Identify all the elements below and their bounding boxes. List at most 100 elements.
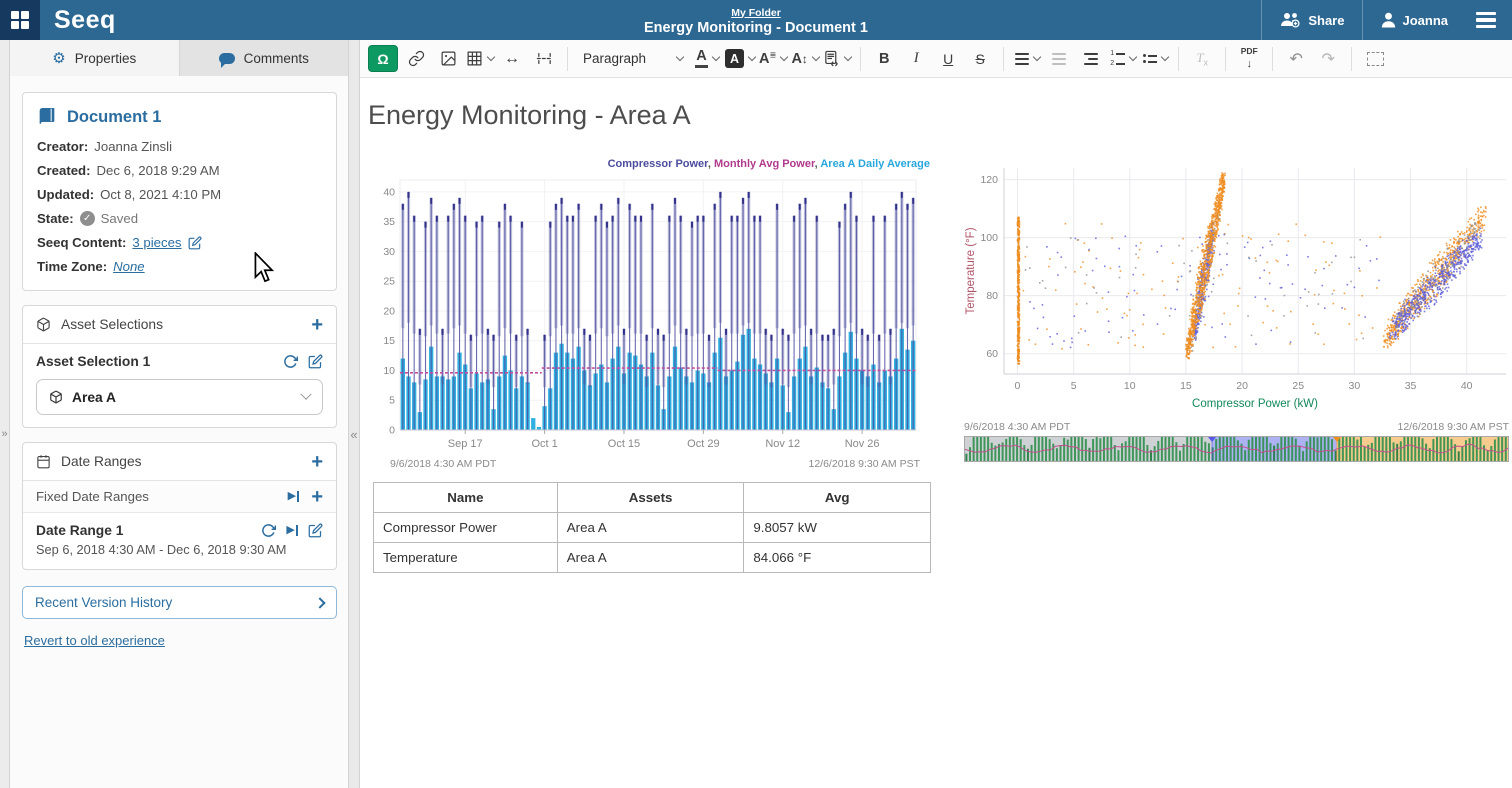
numbered-list-button[interactable]: 12 — [1109, 45, 1137, 73]
font-size-button[interactable]: A↕ — [791, 45, 819, 73]
revert-link[interactable]: Revert to old experience — [24, 633, 165, 648]
asset-selections-card: Asset Selections + Asset Selection 1 Are… — [22, 305, 337, 428]
range-end-timestamp: 12/6/2018 9:30 AM PST — [809, 458, 921, 470]
insert-link-button[interactable] — [402, 45, 430, 73]
chevron-down-icon — [676, 53, 684, 61]
table-cell: Area A — [557, 513, 744, 543]
svg-text:Oct 1: Oct 1 — [531, 438, 557, 450]
undo-button[interactable]: ↶ — [1282, 45, 1310, 73]
asset-selections-header: Asset Selections — [61, 317, 163, 332]
col-avg: Avg — [744, 483, 931, 513]
toolbar-divider — [1272, 47, 1273, 71]
bold-button[interactable]: B — [870, 45, 898, 73]
font-color-icon: A — [695, 49, 708, 68]
toolbar-divider — [567, 47, 568, 71]
scatter-chart[interactable]: 60801001200510152025303540Compressor Pow… — [964, 162, 1512, 462]
step-to-end-icon[interactable]: ▶ — [286, 525, 298, 536]
edit-icon[interactable] — [188, 236, 202, 250]
trend-chart[interactable]: Compressor PowerMonthly Avg PowerArea A … — [374, 158, 934, 470]
edit-icon[interactable] — [308, 523, 323, 538]
chevron-down-icon — [844, 53, 852, 61]
legend-compressor-power: Compressor Power — [608, 158, 714, 170]
trend-chart-legend: Compressor PowerMonthly Avg PowerArea A … — [374, 158, 934, 174]
asset-selection-title: Asset Selection 1 — [36, 354, 150, 369]
insert-seeq-content-button[interactable]: Ω — [368, 45, 398, 72]
summary-table[interactable]: Name Assets Avg Compressor PowerArea A9.… — [373, 482, 931, 573]
italic-glyph: I — [914, 50, 919, 67]
seeq-logo[interactable]: Seeq — [54, 6, 116, 35]
chevron-down-icon — [1032, 53, 1040, 61]
app-switcher-button[interactable] — [0, 0, 40, 40]
undo-icon: ↶ — [1289, 49, 1302, 69]
indent-button[interactable] — [1077, 45, 1105, 73]
asset-selection-dropdown[interactable]: Area A — [36, 379, 323, 415]
background-color-button[interactable]: A — [725, 45, 755, 73]
outdent-button[interactable] — [1045, 45, 1073, 73]
add-date-range-button[interactable]: + — [311, 455, 323, 469]
timezone-field: Time Zone: None — [37, 259, 322, 274]
strikethrough-button[interactable]: S — [966, 45, 994, 73]
italic-button[interactable]: I — [902, 45, 930, 73]
bullet-list-button[interactable] — [1141, 45, 1169, 73]
link-icon — [408, 50, 425, 67]
tab-properties[interactable]: ⚙ Properties — [10, 40, 179, 76]
add-asset-selection-button[interactable]: + — [311, 318, 323, 332]
chevron-down-icon — [812, 53, 820, 61]
insert-image-button[interactable] — [434, 45, 462, 73]
grid-icon — [11, 11, 29, 29]
add-fixed-range-button[interactable]: + — [311, 490, 323, 504]
page-break-button[interactable] — [530, 45, 558, 73]
svg-text:10: 10 — [1124, 380, 1136, 392]
pdf-export-button[interactable]: PDF ↓ — [1235, 45, 1263, 73]
user-icon — [1381, 12, 1396, 28]
svg-text:Sep 17: Sep 17 — [448, 438, 483, 450]
tab-properties-label: Properties — [75, 51, 137, 66]
text-align-button[interactable] — [1013, 45, 1041, 73]
updated-field: Updated:Oct 8, 2021 4:10 PM — [37, 187, 322, 202]
content-pieces-link[interactable]: 3 pieces — [132, 235, 181, 250]
properties-sidebar: ⚙ Properties Comments Document 1 Creator… — [10, 40, 348, 788]
font-family-button[interactable]: A≣ — [759, 45, 787, 73]
strikethrough-glyph: S — [976, 51, 985, 67]
fixed-date-ranges-row: Fixed Date Ranges ▶ + — [23, 481, 336, 513]
svg-text:25: 25 — [383, 276, 395, 288]
legend-daily-average: Area A Daily Average — [820, 158, 930, 170]
paragraph-style-select[interactable]: Paragraph — [577, 45, 689, 73]
toolbar-divider — [860, 47, 861, 71]
edit-icon[interactable] — [308, 354, 323, 369]
svg-text:40: 40 — [1461, 380, 1473, 392]
toolbar-divider — [1003, 47, 1004, 71]
font-color-button[interactable]: A — [693, 45, 721, 73]
content-properties-button[interactable] — [823, 45, 851, 73]
clear-formatting-icon: Tx — [1196, 50, 1208, 68]
insert-table-button[interactable] — [466, 45, 494, 73]
clear-formatting-button[interactable]: Tx — [1188, 45, 1216, 73]
redo-button[interactable]: ↷ — [1314, 45, 1342, 73]
timezone-link[interactable]: None — [113, 259, 145, 274]
numbered-list-icon: 12 — [1110, 50, 1125, 67]
svg-text:120: 120 — [980, 174, 998, 186]
refresh-icon[interactable] — [283, 354, 298, 369]
document-page[interactable]: Energy Monitoring - Area A Compressor Po… — [360, 78, 1512, 788]
underline-button[interactable]: U — [934, 45, 962, 73]
font-family-icon: A≣ — [759, 50, 776, 67]
step-to-end-icon[interactable]: ▶ — [288, 491, 300, 502]
my-folder-link[interactable]: My Folder — [731, 7, 781, 19]
timeline-strip[interactable] — [964, 436, 1509, 462]
background-color-icon: A — [725, 49, 744, 68]
user-menu[interactable]: Joanna — [1363, 0, 1466, 40]
hamburger-menu-button[interactable] — [1466, 12, 1512, 28]
table-icon — [466, 50, 483, 67]
full-width-button[interactable]: ↔ — [498, 45, 526, 73]
refresh-icon[interactable] — [261, 523, 276, 538]
align-left-icon — [1015, 53, 1029, 65]
tab-comments[interactable]: Comments — [179, 40, 349, 76]
svg-text:15: 15 — [1180, 380, 1192, 392]
share-button[interactable]: Share — [1262, 0, 1362, 40]
date-range-item: Date Range 1 ▶ Sep 6, 2018 4:30 AM - Dec… — [23, 513, 336, 569]
left-panel-expand-strip[interactable]: » — [0, 40, 10, 788]
sidebar-collapse-strip[interactable]: « — [348, 40, 360, 788]
table-row: TemperatureArea A84.066 °F — [374, 543, 931, 573]
recent-version-history-button[interactable]: Recent Version History — [22, 586, 337, 619]
fixed-width-view-button[interactable] — [1361, 45, 1389, 73]
